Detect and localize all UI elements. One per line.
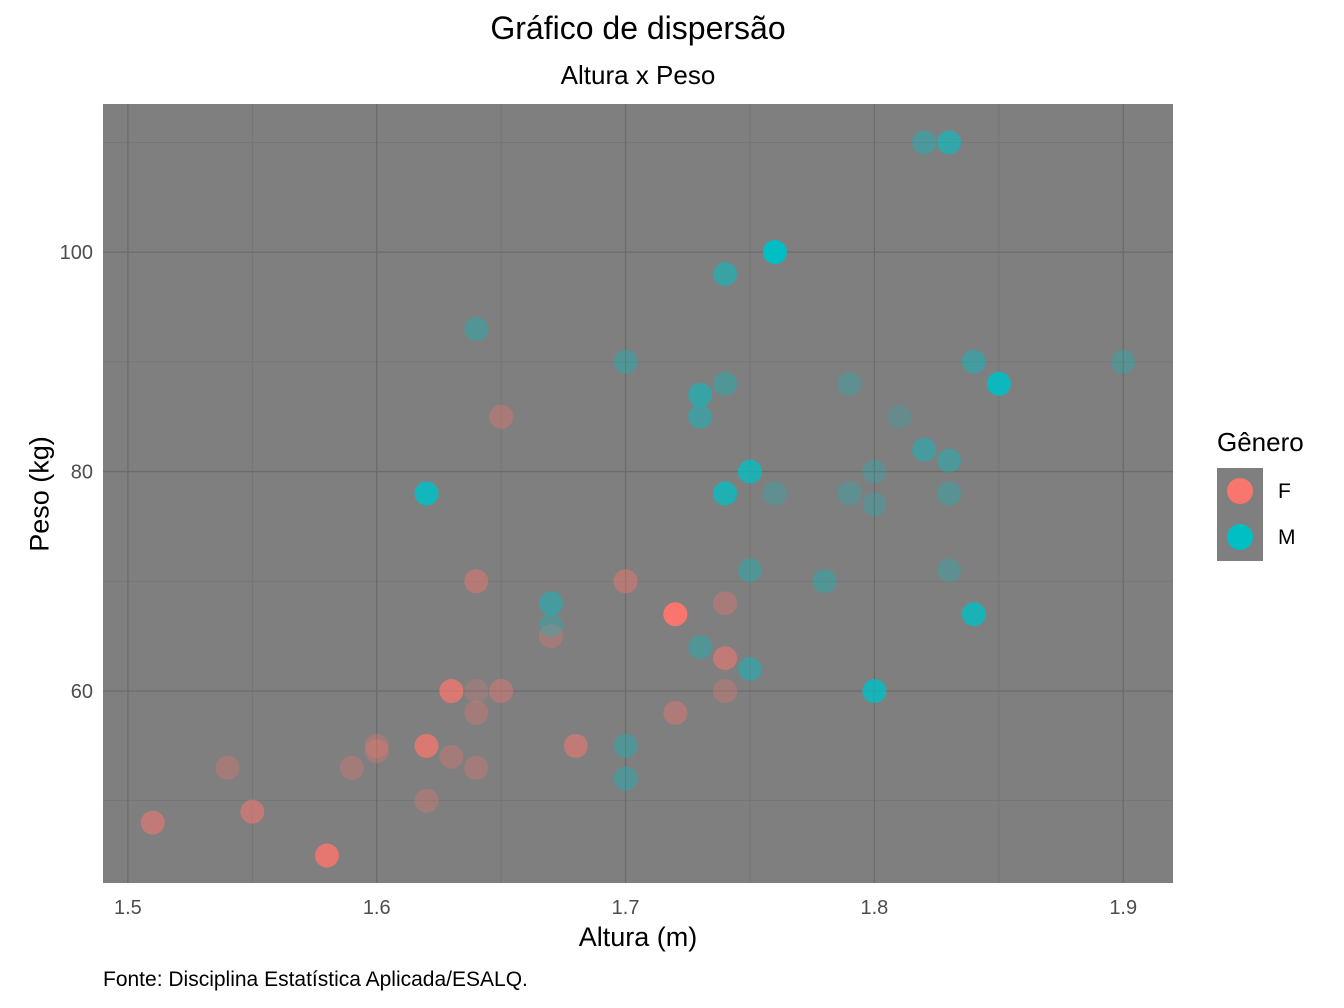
- data-point-m: [688, 635, 713, 660]
- data-point-m: [837, 371, 862, 396]
- legend-title: Gênero: [1217, 427, 1304, 457]
- data-point-m: [961, 349, 986, 374]
- data-point-m: [961, 602, 986, 627]
- x-tick-label: 1.7: [612, 897, 640, 919]
- data-point-m: [613, 733, 638, 758]
- data-point-m: [713, 371, 738, 396]
- chart-caption: Fonte: Disciplina Estatística Aplicada/E…: [103, 968, 528, 991]
- x-axis-ticks: 1.5 1.6 1.7 1.8 1.9: [114, 897, 1137, 919]
- data-point-f: [489, 678, 514, 703]
- data-point-m: [737, 558, 762, 583]
- data-point-m: [713, 262, 738, 287]
- data-point-f: [314, 843, 339, 868]
- data-point-m: [887, 404, 912, 429]
- data-point-f: [439, 744, 464, 769]
- data-point-f: [613, 569, 638, 594]
- data-point-m: [613, 766, 638, 791]
- chart-subtitle: Altura x Peso: [560, 60, 716, 90]
- legend-label-f: F: [1278, 480, 1291, 503]
- legend: F M: [1217, 468, 1296, 561]
- data-point-m: [862, 492, 887, 517]
- data-point-f: [215, 755, 240, 780]
- data-point-m: [762, 481, 787, 506]
- data-point-m: [862, 678, 887, 703]
- data-point-f: [464, 569, 489, 594]
- data-point-f: [140, 810, 165, 835]
- y-axis-label: Peso (kg): [24, 436, 55, 552]
- x-axis-label: Altura (m): [578, 922, 698, 952]
- x-tick-label: 1.9: [1109, 897, 1137, 919]
- data-point-m: [937, 481, 962, 506]
- data-point-f: [414, 788, 439, 813]
- grid-major: [103, 104, 1173, 883]
- y-tick-label: 100: [60, 242, 93, 264]
- legend-swatch-m: [1227, 524, 1253, 550]
- x-tick-label: 1.5: [114, 897, 142, 919]
- data-point-f: [538, 624, 563, 649]
- data-point-f: [663, 602, 688, 627]
- data-point-m: [538, 613, 563, 638]
- data-point-m: [713, 481, 738, 506]
- data-point-f: [240, 799, 265, 824]
- data-point-m: [414, 481, 439, 506]
- legend-label-m: M: [1278, 526, 1296, 549]
- data-point-f: [713, 591, 738, 616]
- data-point-f: [464, 755, 489, 780]
- data-point-m: [464, 316, 489, 341]
- legend-item-f: F: [1217, 468, 1337, 514]
- data-point-f: [414, 733, 439, 758]
- data-point-f: [713, 646, 738, 671]
- data-point-f: [563, 733, 588, 758]
- x-tick-label: 1.6: [363, 897, 391, 919]
- data-point-m: [937, 558, 962, 583]
- data-point-f: [339, 755, 364, 780]
- data-point-m: [688, 404, 713, 429]
- data-point-m: [762, 240, 787, 265]
- legend-swatch-f: [1227, 478, 1253, 504]
- data-point-m: [737, 459, 762, 484]
- data-point-m: [912, 437, 937, 462]
- data-point-m: [688, 382, 713, 407]
- data-point-m: [613, 349, 638, 374]
- data-point-m: [812, 569, 837, 594]
- data-point-m: [937, 130, 962, 155]
- data-point-f: [439, 678, 464, 703]
- data-point-m: [737, 657, 762, 682]
- grid-minor: [103, 104, 1173, 883]
- data-point-m: [837, 481, 862, 506]
- plot-panel: [103, 104, 1173, 883]
- x-tick-label: 1.8: [860, 897, 888, 919]
- data-point-f: [464, 678, 489, 703]
- data-point-f: [489, 404, 514, 429]
- data-point-m: [538, 591, 563, 616]
- data-point-f: [663, 700, 688, 725]
- data-point-m: [986, 371, 1011, 396]
- data-point-f: [464, 700, 489, 725]
- legend-item-m: M: [1217, 514, 1337, 560]
- data-point-f: [713, 678, 738, 703]
- y-axis-ticks: 60 80 100: [60, 242, 93, 703]
- data-point-f: [364, 739, 389, 764]
- data-points: [140, 130, 1136, 868]
- data-point-m: [862, 459, 887, 484]
- chart-title: Gráfico de dispersão: [490, 10, 786, 46]
- y-tick-label: 80: [71, 462, 93, 484]
- data-point-m: [1111, 349, 1136, 374]
- data-point-f: [364, 733, 389, 758]
- data-point-m: [937, 448, 962, 473]
- y-tick-label: 60: [71, 681, 93, 703]
- data-point-m: [912, 130, 937, 155]
